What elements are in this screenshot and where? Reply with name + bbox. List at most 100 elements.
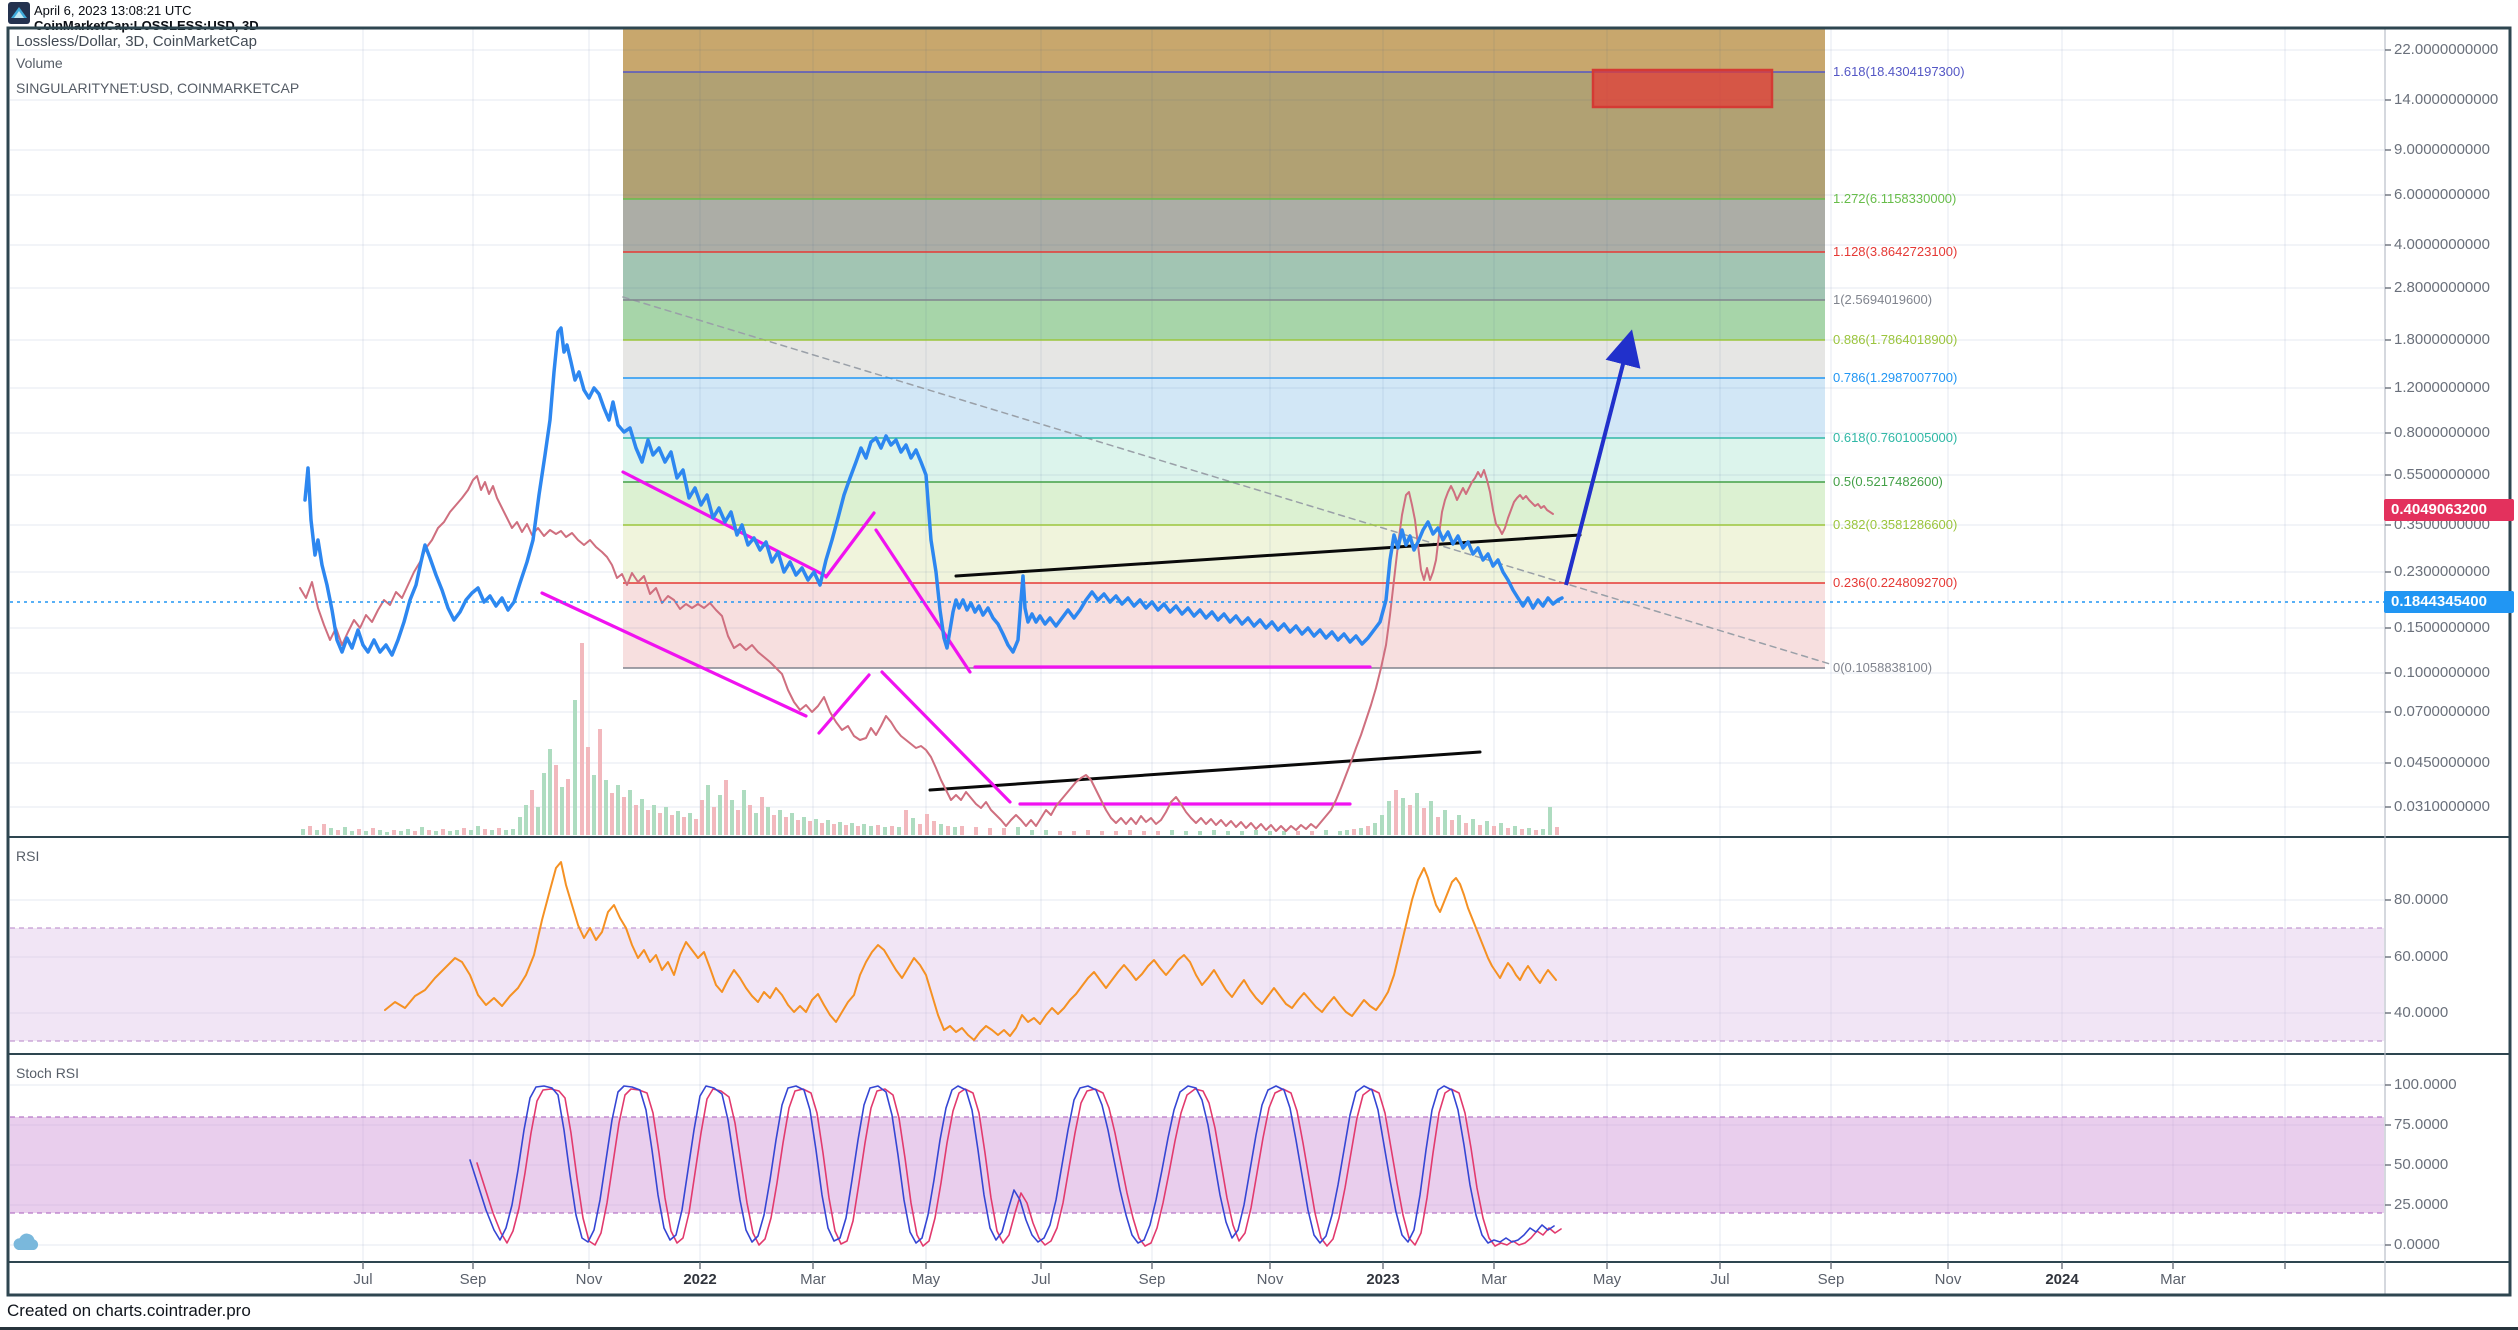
volume-bar [1387,801,1391,835]
fib-level-label: 0.618(0.7601005000) [1833,430,1958,445]
time-axis-label[interactable]: Mar [1481,1271,1507,1288]
volume-bar [790,813,794,835]
volume-bar [462,828,466,835]
volume-bar [1548,807,1552,835]
volume-bar [1443,810,1447,835]
volume-bar [682,817,686,835]
volume-bar [542,773,546,835]
volume-bar [1450,820,1454,835]
stoch-rsi-panel-label[interactable]: Stoch RSI [16,1065,80,1081]
volume-bar [1457,815,1461,835]
cloud-watermark-icon [13,1233,39,1250]
volume-bar [808,821,812,835]
volume-bar [1394,790,1398,835]
fib-level-label: 1.128(3.8642723100) [1833,244,1958,259]
volume-bar [1436,817,1440,835]
volume-bar [1226,831,1230,835]
volume-bar [911,818,915,835]
time-axis-label[interactable]: Jul [353,1271,373,1288]
time-axis-label[interactable]: Nov [1256,1271,1284,1288]
volume-bar [518,817,522,835]
time-axis-label[interactable]: Mar [800,1271,826,1288]
volume-bar [1422,808,1426,835]
stoch-rsi-panel[interactable] [10,1055,2384,1262]
fib-level-label: 0.5(0.5217482600) [1833,474,1943,489]
legend-compare-symbol[interactable]: SINGULARITYNET:USD, COINMARKETCAP [16,80,300,96]
volume-bar [1156,831,1160,835]
time-axis-label[interactable]: Jul [1031,1271,1051,1288]
lossless-price-badge: 0.1844345400 [2384,591,2514,613]
main-panel[interactable] [10,28,2384,835]
projection-arrow [1564,329,1641,586]
volume-bar [736,810,740,835]
volume-bar [616,785,620,835]
volume-bar [357,829,361,835]
fib-level-label: 1.618(18.4304197300) [1833,64,1965,79]
volume-bar [573,700,577,835]
volume-bar [1296,831,1300,835]
volume-bar [897,827,901,835]
time-axis-label[interactable]: Nov [1934,1271,1962,1288]
volume-bar [820,823,824,835]
price-tick-label: 0.5500000000 [2394,466,2490,483]
volume-bar [1044,830,1048,835]
fib-band [623,199,1825,252]
rsi-panel[interactable] [10,838,2384,1052]
volume-bar [628,790,632,835]
time-axis-label[interactable]: Nov [575,1271,603,1288]
volume-bar [890,826,894,835]
volume-bar [904,810,908,835]
time-axis-label[interactable]: Sep [1817,1271,1845,1288]
volume-bar [883,827,887,835]
volume-bar [1100,831,1104,835]
time-axis-label[interactable]: May [911,1271,941,1288]
price-tick-label: 1.2000000000 [2394,379,2490,396]
volume-bar [856,826,860,835]
time-axis-label[interactable]: Sep [459,1271,487,1288]
volume-bar [1072,831,1076,835]
time-axis-label[interactable]: Jul [1710,1271,1730,1288]
volume-bar [536,807,540,835]
volume-bar [364,831,368,835]
volume-bar [652,805,656,835]
volume-bar [1520,829,1524,835]
time-axis-label[interactable]: May [1592,1271,1622,1288]
volume-bar [1555,827,1559,835]
volume-bar [385,832,389,835]
volume-bar [1345,830,1349,835]
time-axis-label[interactable]: Mar [2160,1271,2186,1288]
volume-bar [862,824,866,835]
volume-bar [960,826,964,835]
price-tick-label: 0.1000000000 [2394,664,2490,681]
volume-bar [1408,805,1412,835]
volume-bar [724,780,728,835]
price-tick-label: 0.0450000000 [2394,754,2490,771]
time-axis-label[interactable]: Sep [1138,1271,1166,1288]
volume-bar [1198,831,1202,835]
price-tick-label: 22.0000000000 [2394,41,2499,58]
volume-bar [610,793,614,835]
volume-bar [640,799,644,835]
volume-bar [1212,830,1216,835]
volume-bar [784,817,788,835]
volume-bar [1338,831,1342,835]
volume-bar [869,826,873,835]
rsi-panel-label[interactable]: RSI [16,848,40,864]
time-axis-label[interactable]: 2022 [683,1271,717,1288]
price-tick-label: 1.8000000000 [2394,331,2490,348]
time-axis-label[interactable]: 2024 [2045,1271,2079,1288]
volume-bar [554,765,558,835]
volume-bar [1359,828,1363,835]
volume-bar [413,831,417,835]
volume-bar [1478,825,1482,835]
rsi-band [10,928,2384,1041]
volume-bar [712,807,716,835]
volume-bar [814,819,818,835]
fib-level-label: 0.786(1.2987007700) [1833,370,1958,385]
fib-level-label: 0.236(0.2248092700) [1833,575,1958,590]
volume-bar [604,780,608,835]
legend-volume[interactable]: Volume [16,55,63,71]
time-axis-label[interactable]: 2023 [1366,1271,1400,1288]
header-timestamp: April 6, 2023 13:08:21 UTC [34,3,192,18]
